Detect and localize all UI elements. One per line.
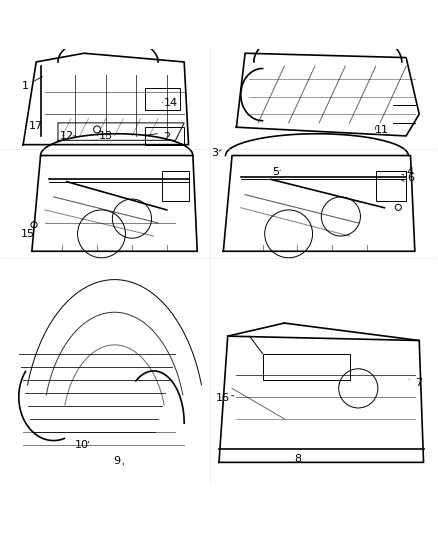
- Text: 10: 10: [75, 440, 89, 450]
- Text: 12: 12: [60, 131, 74, 141]
- Text: 8: 8: [294, 454, 301, 464]
- Text: 11: 11: [375, 125, 389, 135]
- Text: 9: 9: [113, 456, 120, 466]
- Text: 2: 2: [163, 132, 170, 142]
- Text: 4: 4: [407, 167, 414, 176]
- Text: 13: 13: [99, 131, 113, 141]
- Text: 14: 14: [164, 98, 178, 108]
- Text: 1: 1: [22, 81, 29, 91]
- Text: 5: 5: [272, 167, 279, 176]
- Text: 6: 6: [407, 173, 414, 183]
- Text: 17: 17: [29, 121, 43, 131]
- Text: 7: 7: [415, 378, 422, 388]
- Text: 3: 3: [211, 148, 218, 158]
- Text: 15: 15: [21, 229, 35, 239]
- Text: 16: 16: [215, 393, 230, 403]
